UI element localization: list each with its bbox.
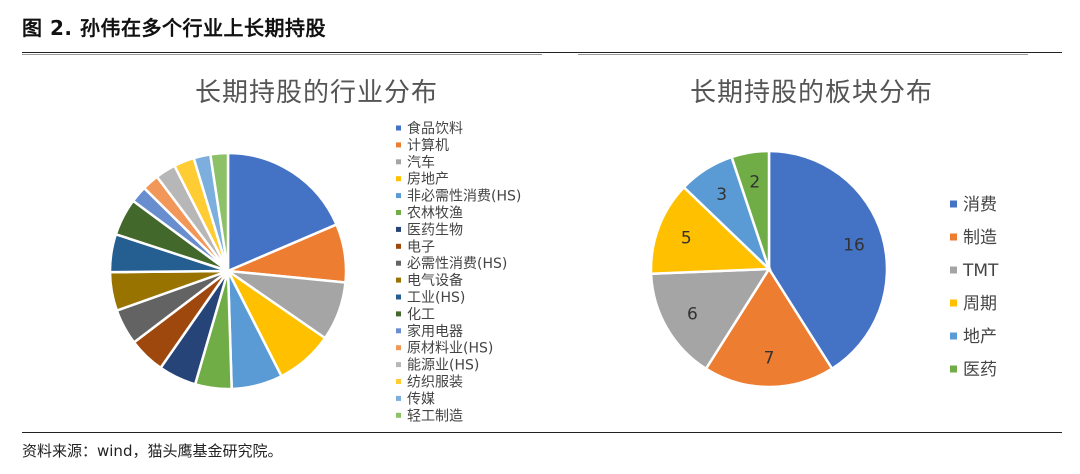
chart1-legend-swatch-16	[396, 395, 401, 401]
chart1-legend-swatch-2	[396, 159, 401, 165]
chart2-data-label-4: 3	[716, 185, 727, 205]
chart1-legend-label-2: 汽车	[407, 154, 435, 171]
chart1-legend-swatch-4	[396, 193, 401, 199]
chart2-data-label-2: 6	[687, 304, 698, 324]
chart1-legend-label-9: 电气设备	[407, 272, 463, 289]
chart2-legend-swatch-0	[950, 200, 957, 208]
chart1-legend-swatch-12	[396, 328, 401, 334]
chart1-legend-label-8: 必需性消费(HS)	[407, 256, 507, 272]
chart1-legend-swatch-17	[396, 412, 401, 418]
chart2-legend-swatch-2	[950, 266, 957, 274]
chart1-legend-swatch-7	[396, 243, 401, 249]
chart1-legend-swatch-3	[396, 176, 401, 182]
chart1-legend-label-11: 化工	[407, 307, 435, 323]
chart1-legend-swatch-11	[396, 311, 401, 317]
chart2-legend-label-0: 消费	[963, 195, 997, 215]
chart1-legend-swatch-13	[396, 345, 401, 351]
chart2-legend-label-1: 制造	[963, 228, 997, 248]
chart2-title: 长期持股的板块分布	[690, 78, 934, 108]
chart1-legend-label-4: 非必需性消费(HS)	[407, 189, 521, 205]
top-rule-thin-left	[22, 54, 542, 55]
chart2-legend-label-3: 周期	[963, 294, 997, 314]
source-note: 资料来源：wind，猫头鹰基金研究院。	[22, 442, 283, 460]
chart2-slice-2	[649, 267, 772, 371]
chart1-legend-label-13: 原材料业(HS)	[407, 341, 493, 357]
chart2-legend-swatch-4	[950, 332, 957, 340]
chart1-legend-swatch-0	[396, 125, 401, 131]
chart1-legend-swatch-9	[396, 277, 401, 283]
chart2-legend-swatch-5	[950, 365, 957, 373]
chart1-title: 长期持股的行业分布	[195, 78, 439, 108]
chart1-legend-swatch-8	[396, 260, 401, 266]
chart2-legend-swatch-3	[950, 299, 957, 307]
chart1-legend-label-3: 房地产	[407, 172, 449, 188]
chart2-legend-label-2: TMT	[962, 261, 999, 281]
chart2-slice-1	[704, 266, 834, 389]
bottom-rule	[22, 432, 1062, 433]
chart2-data-label-5: 2	[749, 173, 760, 193]
figure-title: 图 2. 孙伟在多个行业上长期持股	[22, 16, 326, 40]
chart2-legend-label-4: 地产	[963, 327, 997, 347]
chart2-data-label-0: 16	[843, 235, 865, 255]
chart1-slice-0	[226, 151, 339, 273]
chart1-legend-label-12: 家用电器	[407, 323, 463, 340]
chart1-legend-label-6: 医药生物	[407, 222, 463, 238]
chart1-legend-swatch-15	[396, 379, 401, 384]
chart1-slice-17	[208, 151, 230, 272]
chart1-legend-label-16: 传媒	[407, 391, 435, 407]
chart1-legend-swatch-10	[396, 294, 401, 300]
chart1-legend-label-0: 食品饮料	[407, 120, 463, 137]
top-rule-thin-right	[578, 54, 1028, 55]
chart1-legend-swatch-1	[396, 142, 401, 148]
chart1-legend-label-7: 电子	[407, 239, 435, 255]
chart2-slice-3	[649, 185, 772, 276]
chart2-legend-swatch-1	[950, 233, 957, 241]
chart1-legend-label-10: 工业(HS)	[407, 290, 465, 306]
chart1-legend-label-17: 轻工制造	[407, 408, 463, 424]
chart1-legend-swatch-5	[396, 210, 401, 215]
chart2-data-label-3: 5	[681, 229, 692, 249]
top-rule	[22, 52, 1062, 53]
chart1-legend-label-15: 纺织服装	[407, 375, 463, 391]
chart2-legend-label-5: 医药	[963, 360, 997, 380]
chart1-legend-label-5: 农林牧渔	[407, 206, 463, 222]
chart1-legend-swatch-6	[396, 226, 401, 232]
chart2-data-label-1: 7	[764, 349, 775, 369]
chart1-legend-label-1: 计算机	[407, 138, 449, 154]
chart1-legend-swatch-14	[396, 362, 401, 368]
chart1-legend-label-14: 能源业(HS)	[407, 358, 479, 374]
chart2-slice-5	[730, 149, 771, 270]
